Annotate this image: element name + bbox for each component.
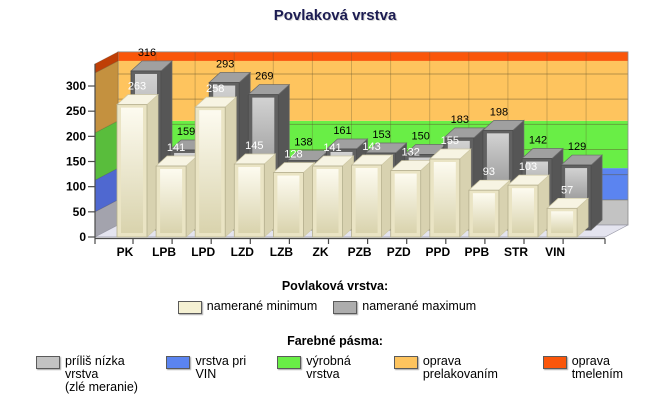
chart-band-3 <box>118 60 628 121</box>
bar-min-face-PPB <box>472 193 495 233</box>
bar-label-max-PZD: 150 <box>412 131 430 143</box>
legend-item-label: vrstva pri VIN <box>195 354 247 381</box>
bar-min-face-PK <box>121 107 143 233</box>
bar-label-min-LPB: 141 <box>167 142 185 154</box>
band-putty-swatch <box>542 356 567 369</box>
bar-label-max-STR: 142 <box>529 135 547 147</box>
bar-min-face-PPD <box>433 161 456 233</box>
bar-label-max-LZB: 138 <box>294 137 312 149</box>
series-legend-header: Povlaková vrstva: <box>281 279 389 293</box>
legend-item-max: namerané maximum <box>333 300 476 314</box>
bar-max-side-VIN <box>590 154 603 231</box>
bar-label-max-PZB: 153 <box>372 129 390 141</box>
bar-min-face-PZB <box>355 168 378 233</box>
legend-item-band-low: príliš nízka vrstva (zlé meranie) <box>36 355 150 394</box>
bar-label-max-PPB: 198 <box>490 106 508 118</box>
chart-left-wall-band-3 <box>94 60 119 134</box>
y-axis-label: 300 <box>66 79 86 93</box>
bar-min-face-PZD <box>394 173 417 233</box>
x-axis-label-LPB: LPB <box>152 245 176 259</box>
x-axis-label-PK: PK <box>117 245 134 259</box>
chart-title: Povlaková vrstva <box>273 7 397 24</box>
bar-label-max-ZK: 161 <box>333 125 351 137</box>
legend-item-band-production: výrobná vrstva <box>277 355 378 381</box>
legend-item-label: oprava prelakovaním <box>422 354 498 381</box>
bar-label-max-LPD: 293 <box>216 59 234 71</box>
y-axis-label: 250 <box>66 104 86 118</box>
y-axis-label: 150 <box>66 155 86 169</box>
x-axis-label-STR: STR <box>504 245 528 259</box>
legend-item-label: príliš nízka vrstva (zlé meranie) <box>65 354 138 394</box>
bar-label-min-STR: 103 <box>519 161 537 173</box>
legend-item-band-vin: vrstva pri VIN <box>166 355 261 381</box>
x-axis-label-PZD: PZD <box>387 245 411 259</box>
x-axis-label-VIN: VIN <box>545 245 565 259</box>
bar-min-face-LZD <box>238 167 261 233</box>
x-axis-label-PZB: PZB <box>348 245 372 259</box>
bar-label-max-PPD: 183 <box>451 114 469 126</box>
bar-label-max-PK: 316 <box>138 47 156 59</box>
bar-label-min-PPB: 93 <box>483 166 495 178</box>
bar-label-min-LZD: 145 <box>245 140 263 152</box>
legend-item-label: oprava tmelením <box>571 354 624 381</box>
legend-item-min: namerané minimum <box>177 299 318 314</box>
x-axis-label-PPD: PPD <box>425 245 450 259</box>
y-axis-label: 50 <box>73 205 87 219</box>
bar-min-face-LPB <box>160 169 183 233</box>
bar-label-min-PPD: 155 <box>441 135 459 147</box>
band-low-swatch <box>36 356 60 369</box>
y-axis-label: 200 <box>66 129 86 143</box>
bar-label-min-VIN: 57 <box>561 184 573 196</box>
y-axis-label: 0 <box>79 230 86 244</box>
legend-item-label: namerané maximum <box>362 299 477 313</box>
bar-label-min-PK: 263 <box>128 81 146 93</box>
x-axis-label-LZB: LZB <box>270 245 294 259</box>
chart-band-4 <box>118 51 628 61</box>
band-vin-swatch <box>166 356 191 369</box>
bar-min-face-ZK <box>316 169 339 233</box>
bar-min-face-LPD <box>199 110 222 233</box>
legend-item-label: namerané minimum <box>206 299 318 313</box>
bar-label-min-ZK: 141 <box>323 142 341 154</box>
x-axis-label-LPD: LPD <box>191 245 215 259</box>
max-series-swatch <box>333 301 358 314</box>
min-series-swatch <box>177 301 202 314</box>
bands-legend: Farebné pásma: príliš nízka vrstva (zlé … <box>0 334 670 394</box>
bar-label-min-LZB: 128 <box>284 149 302 161</box>
bar-label-min-PZD: 132 <box>402 147 420 159</box>
x-axis-label-ZK: ZK <box>313 245 329 259</box>
bar-min-face-VIN <box>551 211 574 233</box>
bar-label-max-LZD: 269 <box>255 71 273 83</box>
bar-label-max-VIN: 129 <box>568 141 586 153</box>
band-repaint-swatch <box>393 356 418 369</box>
bar-min-face-STR <box>512 188 534 233</box>
bar-label-min-LPD: 258 <box>206 83 224 95</box>
bands-legend-header: Farebné pásma: <box>287 334 383 348</box>
bar-label-max-LPB: 159 <box>177 126 195 138</box>
bar-label-min-PZB: 143 <box>362 141 380 153</box>
y-axis-label: 100 <box>66 180 86 194</box>
x-axis-label-LZD: LZD <box>231 245 255 259</box>
legend-item-band-repaint: oprava prelakovaním <box>393 354 527 381</box>
band-production-swatch <box>277 356 302 369</box>
bar-min-face-LZB <box>277 175 300 233</box>
series-legend: Povlaková vrstva: namerané minimum namer… <box>0 279 670 314</box>
legend-item-band-putty: oprava tmelením <box>542 354 654 381</box>
x-axis-label-PPB: PPB <box>465 245 490 259</box>
legend-item-label: výrobná vrstva <box>306 354 351 381</box>
